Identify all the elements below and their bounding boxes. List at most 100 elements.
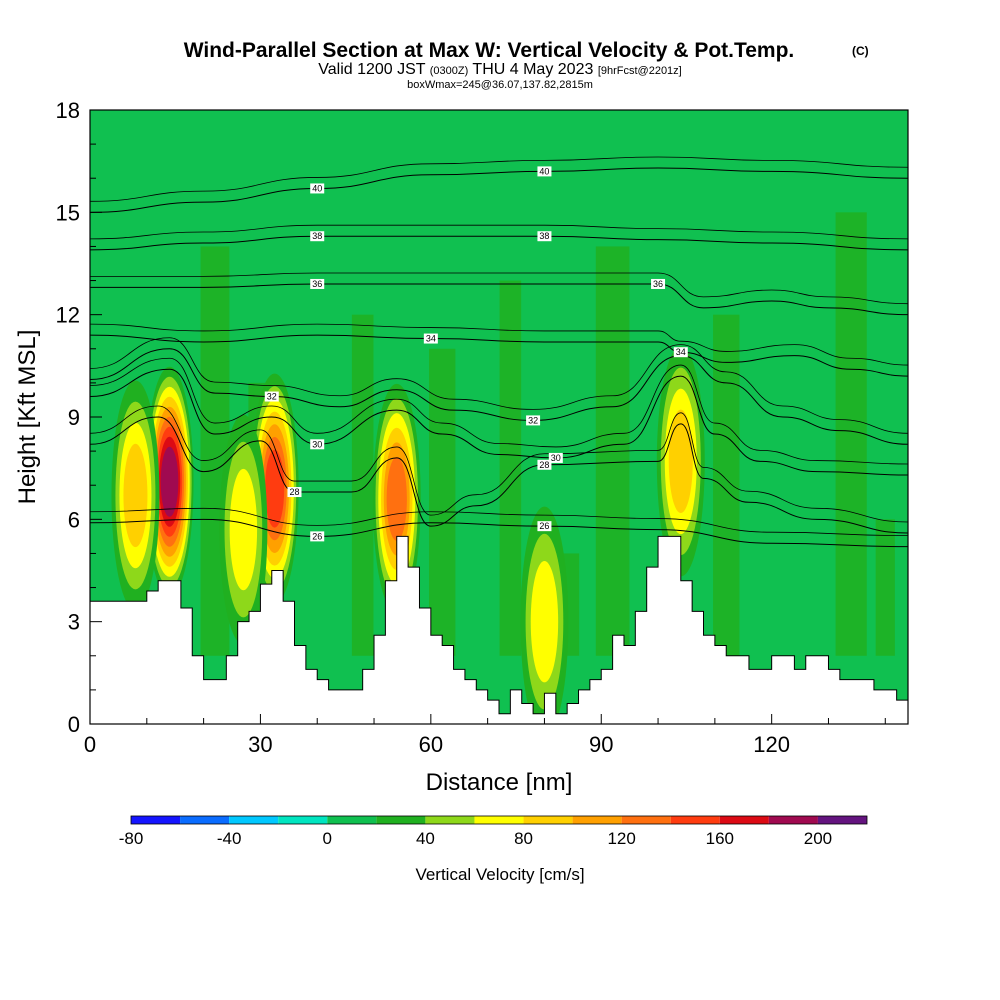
x-tick-label: 0 [84, 732, 96, 757]
y-tick-label: 18 [56, 98, 80, 123]
colorbar-swatch [817, 816, 867, 824]
y-tick-label: 12 [56, 303, 80, 328]
updraft-core-band [386, 456, 407, 541]
colorbar-swatch [376, 816, 426, 824]
colorbar-swatch [474, 816, 524, 824]
contour-label: 34 [426, 334, 436, 344]
contour-label-bg [310, 439, 325, 450]
contour-label: 28 [539, 460, 549, 470]
y-axis: 0 3 6 9 12 15 18 [56, 98, 102, 737]
contour-label-bg [537, 166, 552, 177]
y-tick-label: 3 [68, 610, 80, 635]
weak-updraft-band [499, 280, 522, 656]
colorbar-swatch [229, 816, 279, 824]
theta-contour-40 [90, 167, 908, 213]
contour-label: 38 [539, 231, 549, 241]
updraft-core-band [229, 468, 258, 591]
contour-label-bg [423, 333, 438, 344]
colorbar-tick-label: -80 [119, 829, 144, 848]
contour-label-bg [310, 531, 325, 542]
updraft-core-band [160, 446, 179, 517]
contour-label: 36 [312, 279, 322, 289]
weak-updraft-band [428, 348, 456, 656]
contour-label-bg [673, 347, 688, 358]
contour-label-bg [537, 459, 552, 470]
contour-label-bg [310, 183, 325, 194]
weak-updraft-band [875, 519, 895, 656]
theta-contour-34 [90, 334, 908, 377]
colorbar-swatch [719, 816, 769, 824]
valid-date: THU 4 May 2023 [472, 61, 593, 78]
updraft-core-band [530, 560, 559, 683]
contour-label: 30 [551, 453, 561, 463]
theta-contour-minor [90, 224, 908, 240]
y-tick-label: 0 [68, 712, 80, 737]
theta-contour-minor [90, 323, 908, 366]
x-tick-label: 120 [753, 732, 790, 757]
colorbar-swatch [621, 816, 671, 824]
y-tick-label: 9 [68, 405, 80, 430]
colorbar-label: Vertical Velocity [cm/s] [415, 865, 584, 884]
chart-title-mark: (C) [852, 44, 869, 58]
colorbar: -80 -40 0 40 80 120 160 200 [119, 815, 868, 848]
theta-contour-minor [90, 357, 908, 465]
colorbar-tick-label: 120 [607, 829, 635, 848]
updraft-core-band [668, 409, 693, 514]
x-tick-label: 30 [248, 732, 272, 757]
weak-updraft-band [713, 314, 740, 656]
colorbar-swatch [670, 816, 720, 824]
contour-label: 30 [312, 439, 322, 449]
y-tick-label: 6 [68, 507, 80, 532]
contour-label-bg [537, 231, 552, 242]
colorbar-swatch [278, 816, 328, 824]
velocity-field [111, 212, 895, 724]
theta-contour-28 [90, 416, 908, 534]
contour-label-bg [651, 278, 666, 289]
colorbar-swatch [180, 816, 230, 824]
chart-title: Wind-Parallel Section at Max W: Vertical… [184, 39, 795, 62]
theta-contours [90, 156, 908, 548]
theta-contour-38 [90, 235, 908, 251]
x-tick-label: 90 [589, 732, 613, 757]
contour-label-bg [310, 278, 325, 289]
theta-contour-minor [90, 156, 908, 202]
valid-time: Valid 1200 JST [318, 61, 426, 78]
theta-contour-36 [90, 283, 908, 316]
colorbar-tick-label: 80 [514, 829, 533, 848]
contour-label: 26 [539, 521, 549, 531]
weak-updraft-band [835, 212, 867, 656]
valid-utc: (0300Z) [430, 65, 469, 77]
colorbar-swatch [327, 816, 377, 824]
contour-label-bg [548, 452, 563, 463]
theta-contour-minor [90, 507, 908, 537]
colorbar-swatch [425, 816, 475, 824]
colorbar-tick-label: 0 [323, 829, 332, 848]
contour-label: 28 [289, 487, 299, 497]
theta-contour-minor [90, 272, 908, 305]
theta-contour-minor [90, 337, 908, 434]
contour-label: 38 [312, 231, 322, 241]
chart-valid-line: Valid 1200 JST (0300Z) THU 4 May 2023 [9… [318, 61, 682, 78]
theta-contour-minor [90, 405, 908, 523]
y-tick-label: 15 [56, 200, 80, 225]
contour-label-bg [526, 415, 541, 426]
colorbar-tick-label: 200 [804, 829, 832, 848]
colorbar-swatch [523, 816, 573, 824]
contour-label-bg [287, 487, 302, 498]
colorbar-swatch [572, 816, 622, 824]
colorbar-swatch [131, 816, 181, 824]
weak-updraft-band [351, 314, 374, 656]
contour-label: 40 [312, 183, 322, 193]
forecast-info: [9hrFcst@2201z] [598, 65, 682, 77]
x-tick-label: 60 [419, 732, 443, 757]
theta-contour-26 [90, 518, 908, 548]
updraft-core-band [265, 449, 285, 528]
contour-label-bg [264, 391, 279, 402]
theta-contour-32 [90, 348, 908, 445]
contour-label: 36 [653, 279, 663, 289]
updraft-core-band [123, 443, 148, 548]
x-axis-label: Distance [nm] [426, 769, 573, 796]
colorbar-tick-label: -40 [217, 829, 242, 848]
terrain [90, 535, 908, 724]
